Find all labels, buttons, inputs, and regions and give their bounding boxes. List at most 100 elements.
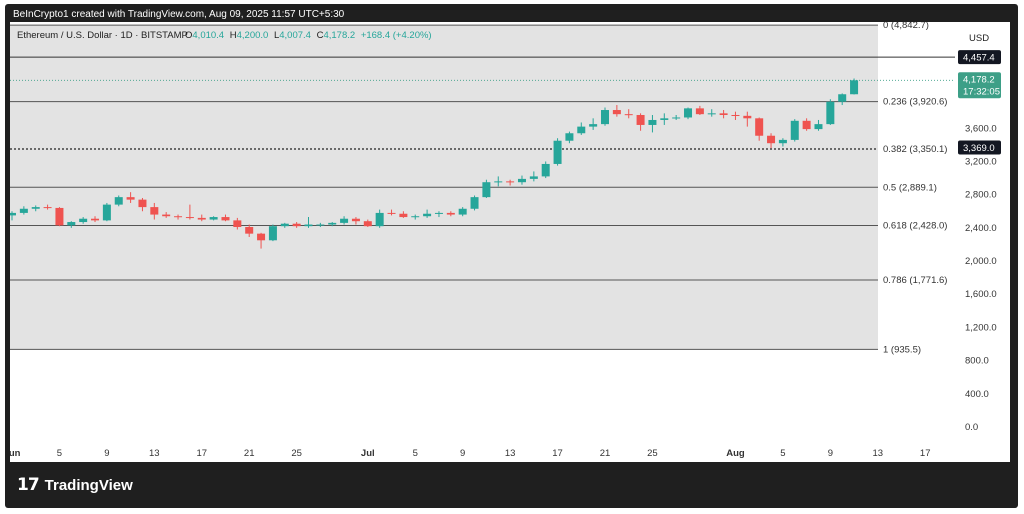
candle-body xyxy=(470,197,479,209)
ohlc-change: +168.4 (+4.20%) xyxy=(361,30,432,41)
candle-up xyxy=(541,161,550,179)
candle-up xyxy=(268,224,277,242)
countdown-text: 17:32:05 xyxy=(963,86,1000,97)
candle-body xyxy=(541,163,550,177)
candle-up xyxy=(102,202,111,222)
candle-body xyxy=(434,212,443,214)
x-tick-label: 9 xyxy=(104,448,109,459)
price-chart[interactable]: 0 (4,842.7) 0.236 (3,920.6) 0.382 (3,350.1… xyxy=(4,20,1010,462)
candle-body xyxy=(719,113,728,115)
caption-text: BeInCrypto1 created with TradingView.com… xyxy=(13,9,345,20)
ohlc-o: 4,010.4 xyxy=(192,30,224,41)
candle-body xyxy=(316,224,325,226)
candle-body xyxy=(790,120,799,140)
candle-body xyxy=(126,197,135,200)
candle-up xyxy=(340,216,349,225)
candle-down xyxy=(743,111,752,127)
candle-body xyxy=(399,213,408,218)
x-tick-label: 17 xyxy=(552,448,563,459)
x-tick-label: 17 xyxy=(920,448,931,459)
tradingview-logo[interactable]: 17 TradingView xyxy=(17,475,133,495)
candle-body xyxy=(102,204,111,221)
ohlc-l: 4,007.4 xyxy=(279,30,311,41)
candle-up xyxy=(423,209,432,218)
candle-up xyxy=(826,99,835,125)
candle-body xyxy=(517,178,526,183)
candle-body xyxy=(612,110,621,115)
candle-body xyxy=(458,208,467,215)
x-tick-label: 17 xyxy=(196,448,207,459)
x-tick-label: 9 xyxy=(460,448,465,459)
candle-up xyxy=(482,179,491,198)
candle-body xyxy=(755,118,764,136)
y-tick-label: 0.0 xyxy=(965,422,978,433)
candle-up xyxy=(601,107,609,126)
candle-body xyxy=(553,140,562,164)
candle-body xyxy=(114,197,123,205)
candle-down xyxy=(612,105,621,117)
candle-down xyxy=(506,179,515,186)
x-tick-label: 9 xyxy=(828,448,833,459)
candle-up xyxy=(565,131,574,144)
x-tick-label: 13 xyxy=(149,448,160,459)
brand-name: TradingView xyxy=(44,476,133,494)
candle-body xyxy=(375,212,384,227)
candle-body xyxy=(268,226,277,241)
x-tick-label: 5 xyxy=(57,448,62,459)
candle-body xyxy=(731,114,740,116)
candle-body xyxy=(684,108,693,118)
candle-body xyxy=(257,233,266,241)
candle-down xyxy=(185,204,194,220)
candle-body xyxy=(695,108,704,115)
candle-body xyxy=(648,119,657,125)
candle-body xyxy=(826,101,835,125)
candle-up xyxy=(529,171,538,182)
candle-down xyxy=(162,212,171,218)
candle-body xyxy=(672,117,681,119)
candle-body xyxy=(565,133,574,141)
candle-down xyxy=(363,219,372,228)
y-tick-label: 1,600.0 xyxy=(965,289,997,300)
candle-body xyxy=(292,223,301,227)
fib-level-label: 0.382 (3,350.1) xyxy=(883,144,947,155)
candle-down xyxy=(387,209,396,216)
y-tick-label: 3,600.0 xyxy=(965,123,997,134)
candle-up xyxy=(684,107,693,120)
x-tick-label: 25 xyxy=(647,448,658,459)
candle-body xyxy=(577,126,586,134)
candle-body xyxy=(411,216,420,218)
candle-up xyxy=(648,114,657,133)
candle-body xyxy=(233,220,242,228)
candle-body xyxy=(31,207,40,209)
candle-body xyxy=(387,212,396,214)
candle-up xyxy=(375,209,384,228)
candle-up xyxy=(838,93,847,106)
candle-body xyxy=(138,199,147,208)
fib-level-label: 0.236 (3,920.6) xyxy=(883,97,947,108)
symbol-title: Ethereum / U.S. Dollar · 1D · BITSTAMP xyxy=(17,30,188,41)
candle-up xyxy=(660,113,669,125)
fib-level-label: 0.618 (2,428.0) xyxy=(883,221,947,232)
ohlc-h: 4,200.0 xyxy=(237,30,269,41)
candle-up xyxy=(517,175,526,185)
x-tick-label: Jul xyxy=(361,448,375,459)
candle-body xyxy=(79,218,88,223)
candle-up xyxy=(470,195,479,211)
candle-down xyxy=(221,214,230,222)
ohlc-h-label: H xyxy=(230,30,237,41)
candle-up xyxy=(850,78,859,95)
ohlc-values: O4,010.4 H4,200.0 L4,007.4 C4,178.2 +168… xyxy=(185,30,432,41)
candle-body xyxy=(351,218,360,222)
candle-up xyxy=(8,211,16,221)
candle-body xyxy=(494,181,503,183)
x-tick-label: 5 xyxy=(780,448,785,459)
candle-down xyxy=(399,211,408,218)
x-tick-label: 25 xyxy=(291,448,302,459)
candle-body xyxy=(850,80,859,95)
x-tick-label: Jun xyxy=(10,448,21,459)
candle-down xyxy=(351,217,360,225)
candle-body xyxy=(185,217,194,219)
candle-body xyxy=(328,222,337,225)
candle-body xyxy=(91,218,100,221)
y-tick-label: 3,200.0 xyxy=(965,156,997,167)
